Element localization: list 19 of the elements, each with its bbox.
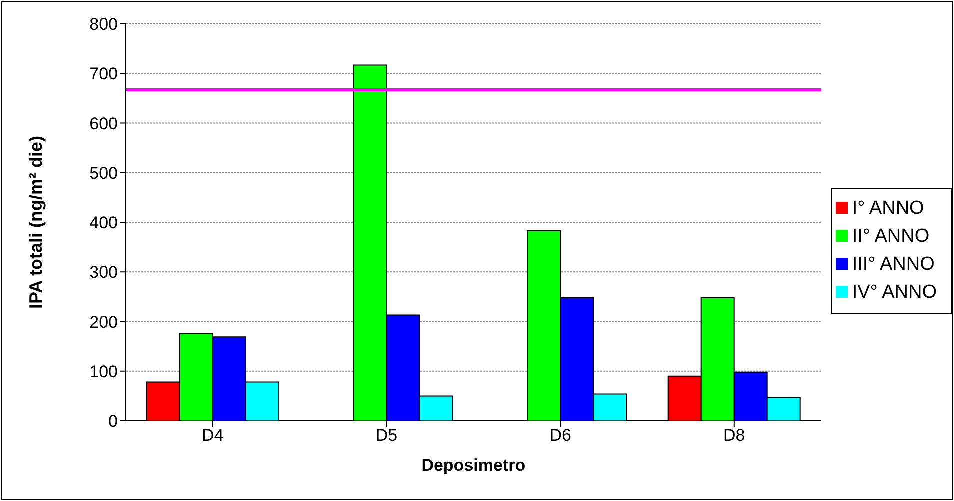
- legend-label: III° ANNO: [852, 254, 935, 274]
- x-axis-title: Deposimetro: [422, 456, 526, 475]
- y-tick-label: 800: [90, 15, 118, 34]
- x-tick-label: D8: [724, 426, 746, 446]
- y-tick-label: 600: [90, 114, 118, 134]
- y-tick-label: 400: [90, 214, 118, 233]
- legend-label: I° ANNO: [852, 198, 924, 218]
- y-tick-label: 500: [90, 164, 118, 183]
- y-tick-label: 300: [90, 263, 118, 282]
- x-tick-label: D4: [202, 426, 224, 446]
- x-tick-label: D5: [376, 426, 398, 446]
- y-tick-label: 700: [90, 64, 118, 84]
- legend-label: IV° ANNO: [852, 282, 937, 302]
- y-tick-label: 100: [90, 362, 118, 382]
- y-axis-title: IPA totali (ng/m² die): [26, 136, 46, 309]
- y-tick-label: 200: [90, 312, 118, 332]
- legend-label: II° ANNO: [852, 226, 930, 246]
- y-tick-label: 0: [108, 412, 118, 432]
- x-tick-label: D6: [550, 426, 572, 446]
